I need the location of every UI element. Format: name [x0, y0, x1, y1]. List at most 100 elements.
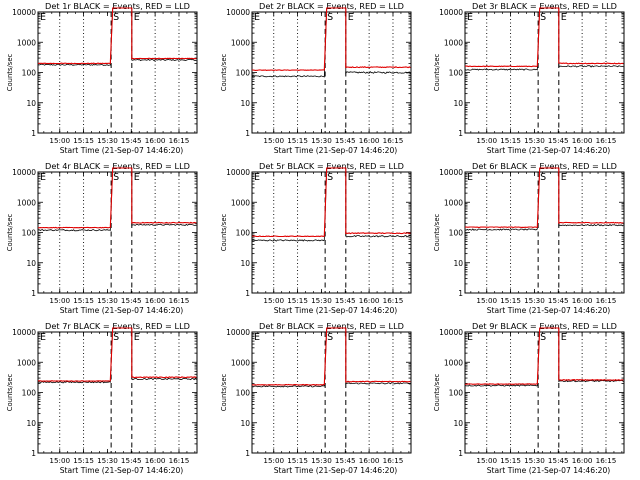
detector-panel: Det 8r BLACK = Events, RED = LLD 1 10 100 10…: [220, 321, 412, 475]
lld-series-line: [38, 167, 197, 229]
events-series-line: [251, 167, 411, 242]
x-tick-label: 15:00: [263, 136, 284, 145]
y-axis-label: Counts/sec: [6, 54, 14, 92]
y-tick-label: 10000: [439, 168, 463, 177]
x-tick-label: 16:00: [145, 456, 166, 465]
marker-label: E: [134, 172, 140, 183]
events-series-line: [37, 327, 197, 384]
x-tick-label: 15:15: [287, 456, 308, 465]
plot-frame: [464, 171, 625, 294]
y-tick-label: 1: [245, 129, 250, 138]
x-axis-label: Start Time (21-Sep-07 14:46:20): [487, 146, 611, 155]
x-tick-label: 15:00: [49, 136, 70, 145]
y-tick-label: 10000: [226, 328, 250, 337]
y-tick-label: 1000: [17, 198, 36, 207]
x-axis-label: Start Time (21-Sep-07 14:46:20): [60, 466, 184, 475]
x-tick-label: 15:00: [49, 296, 70, 305]
y-tick-label: 10000: [439, 8, 463, 17]
y-tick-label: 1: [245, 449, 250, 458]
detector-panel: Det 1r BLACK = Events, RED = LLD 1 10 100 10…: [6, 1, 198, 155]
x-tick-label: 15:45: [335, 136, 356, 145]
y-tick-label: 100: [22, 69, 37, 78]
x-tick-label: 15:45: [121, 456, 142, 465]
x-tick-label: 15:00: [476, 136, 497, 145]
y-tick-label: 1: [31, 289, 36, 298]
plot-frame: [37, 331, 198, 454]
marker-label: E: [561, 12, 567, 23]
x-tick-label: 15:30: [311, 296, 332, 305]
y-tick-label: 10000: [226, 168, 250, 177]
x-tick-label: 16:00: [145, 136, 166, 145]
marker-label: S: [540, 12, 546, 23]
x-tick-label: 15:30: [97, 296, 118, 305]
x-tick-label: 15:00: [476, 456, 497, 465]
x-tick-label: 16:00: [359, 136, 380, 145]
y-tick-label: 1: [458, 129, 463, 138]
marker-label: E: [348, 12, 354, 23]
x-tick-label: 16:15: [596, 456, 617, 465]
x-tick-label: 15:30: [311, 136, 332, 145]
detector-panel: Det 4r BLACK = Events, RED = LLD 1 10 100 10…: [6, 161, 198, 315]
y-tick-label: 100: [236, 229, 251, 238]
y-tick-label: 10000: [439, 328, 463, 337]
plot-frame: [464, 11, 625, 134]
x-tick-label: 15:45: [121, 136, 142, 145]
x-tick-label: 15:30: [524, 296, 545, 305]
plot-frame: [251, 331, 412, 454]
marker-label: S: [327, 332, 333, 343]
marker-label: E: [467, 12, 473, 23]
x-tick-label: 15:45: [548, 296, 569, 305]
lld-series-line: [252, 7, 411, 71]
y-tick-label: 100: [449, 69, 464, 78]
events-series-line: [37, 7, 197, 66]
x-tick-label: 15:15: [500, 136, 521, 145]
marker-label: S: [113, 332, 119, 343]
x-tick-label: 16:15: [383, 296, 404, 305]
x-tick-label: 15:15: [73, 136, 94, 145]
x-tick-label: 16:15: [383, 136, 404, 145]
detector-panel: Det 7r BLACK = Events, RED = LLD 1 10 100 10…: [6, 321, 198, 475]
lld-series-line: [37, 327, 197, 382]
x-tick-label: 16:15: [596, 296, 617, 305]
detector-panel: Det 3r BLACK = Events, RED = LLD 1 10 100 10…: [433, 1, 625, 155]
x-tick-label: 16:15: [383, 456, 404, 465]
plot-frame: [37, 171, 198, 294]
y-tick-label: 100: [449, 389, 464, 398]
y-tick-label: 100: [22, 389, 37, 398]
y-axis-label: Counts/sec: [433, 374, 441, 412]
x-tick-label: 15:15: [500, 296, 521, 305]
x-tick-label: 16:15: [169, 456, 190, 465]
x-axis-label: Start Time (21-Sep-07 14:46:20): [487, 466, 611, 475]
x-tick-label: 15:15: [287, 296, 308, 305]
marker-label: E: [40, 172, 46, 183]
y-tick-label: 1000: [231, 358, 250, 367]
panel-title: Det 9r BLACK = Events, RED = LLD: [472, 321, 617, 331]
y-tick-label: 10000: [12, 328, 36, 337]
x-tick-label: 15:15: [73, 296, 94, 305]
y-tick-label: 10: [453, 419, 463, 428]
detector-panel: Det 2r BLACK = Events, RED = LLD 1 10 100 10…: [220, 1, 412, 155]
marker-label: S: [327, 172, 333, 183]
lld-series-line: [37, 7, 197, 65]
x-tick-label: 15:30: [97, 136, 118, 145]
marker-label: S: [113, 172, 119, 183]
events-series-line: [464, 167, 624, 231]
detector-panel: Det 6r BLACK = Events, RED = LLD 1 10 100 10…: [433, 161, 625, 315]
x-tick-label: 15:45: [548, 456, 569, 465]
x-tick-label: 16:00: [359, 456, 380, 465]
x-axis-label: Start Time (21-Sep-07 14:46:20): [274, 146, 398, 155]
y-tick-label: 1000: [444, 198, 463, 207]
y-tick-label: 1000: [444, 358, 463, 367]
x-tick-label: 16:15: [596, 136, 617, 145]
x-tick-label: 15:45: [335, 456, 356, 465]
y-tick-label: 100: [236, 69, 251, 78]
marker-label: S: [540, 332, 546, 343]
x-tick-label: 15:45: [335, 296, 356, 305]
x-tick-label: 15:00: [476, 296, 497, 305]
events-series-line: [37, 167, 197, 232]
x-tick-label: 15:15: [73, 456, 94, 465]
y-tick-label: 10: [240, 419, 250, 428]
x-tick-label: 16:00: [572, 456, 593, 465]
plot-frame: [37, 11, 198, 134]
marker-label: E: [561, 332, 567, 343]
